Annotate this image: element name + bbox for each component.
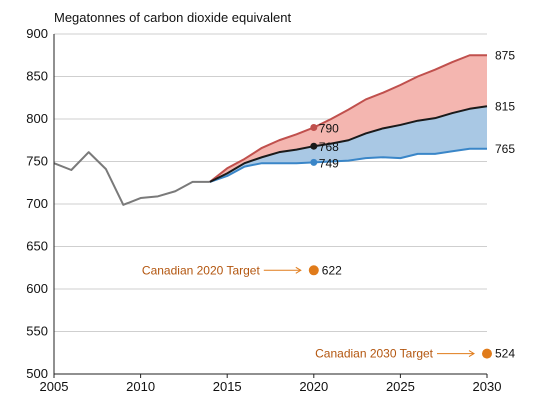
y-tick-850: 850 [26,69,48,84]
point-2020-low [310,158,318,166]
y-tick-labels: 500 550 600 650 700 750 800 850 900 [26,26,48,381]
y-tick-500: 500 [26,366,48,381]
point-label-2020-low: 749 [319,156,339,170]
x-tick-2020: 2020 [299,379,328,394]
y-tick-800: 800 [26,111,48,126]
x-tick-2025: 2025 [386,379,415,394]
target-arrow-head-2020 [295,266,302,274]
x-tick-2005: 2005 [40,379,69,394]
x-tick-labels: 2005 2010 2015 2020 2025 2030 [40,374,502,394]
y-tick-750: 750 [26,154,48,169]
target-marker-2030 [482,348,492,359]
series-line-high [209,54,487,183]
x-tick-2010: 2010 [126,379,155,394]
upper-band-area [209,55,487,182]
data-points-2020: 790 768 749 [310,122,339,170]
axes [53,34,487,375]
series-lines [53,54,488,206]
series-line-reference [209,105,488,183]
x-tick-2015: 2015 [213,379,242,394]
y-tick-900: 900 [26,26,48,41]
target-label-2030: Canadian 2030 Target [315,347,434,361]
series-line-historical [53,151,210,206]
target-value-2020: 622 [322,263,342,277]
point-label-2020-reference: 768 [319,140,339,154]
end-label-765: 765 [495,142,515,156]
end-labels-2030: 875 815 765 [495,48,515,156]
x-tick-2030: 2030 [473,379,502,394]
series-line-low [209,147,487,183]
target-label-2020: Canadian 2020 Target [142,263,261,277]
y-tick-550: 550 [26,324,48,339]
end-label-875: 875 [495,48,515,62]
y-tick-700: 700 [26,196,48,211]
y-tick-600: 600 [26,281,48,296]
target-arrow-head-2030 [468,350,475,358]
target-value-2030: 524 [495,347,515,361]
y-tick-650: 650 [26,239,48,254]
end-label-815: 815 [495,99,515,113]
point-2020-high [310,124,318,131]
target-marker-2020 [308,265,319,276]
target-markers: Canadian 2020 Target 622 Canadian 2030 Tar… [142,263,515,360]
point-2020-reference [310,142,318,150]
point-label-2020-high: 790 [319,122,339,136]
y-axis-title: Megatonnes of carbon dioxide equivalent [54,10,291,25]
